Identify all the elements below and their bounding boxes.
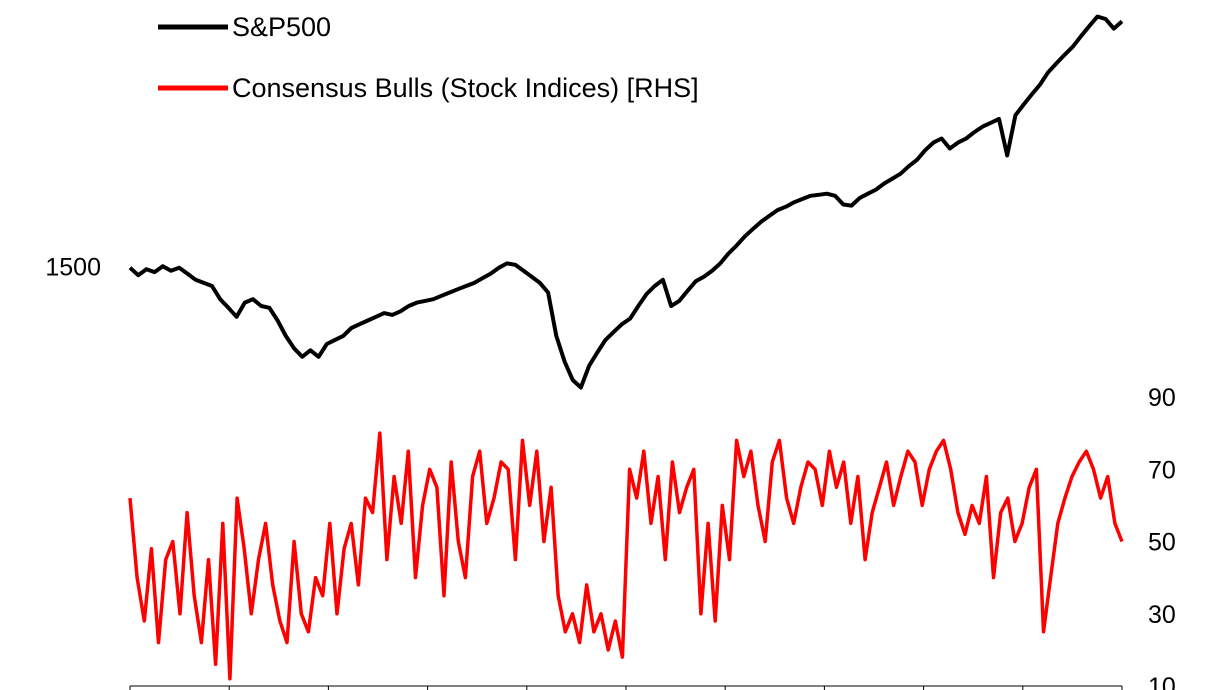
x-axis [129, 685, 1123, 690]
series-line-consensus-bulls [128, 431, 1124, 681]
right-tick-label: 90 [1148, 384, 1176, 412]
right-axis-ticks: 10 30 50 70 90 [1148, 384, 1176, 690]
series-layer [128, 14, 1124, 681]
right-tick-label: 50 [1148, 529, 1176, 557]
legend-label-sp500: S&P500 [232, 12, 331, 42]
right-tick-label: 10 [1148, 673, 1176, 690]
right-tick-label: 70 [1148, 456, 1176, 484]
series-line-sp500 [128, 14, 1124, 390]
legend: S&P500 Consensus Bulls (Stock Indices) [… [158, 12, 699, 103]
left-axis-ticks: 1500 [45, 254, 101, 282]
right-tick-label: 30 [1148, 601, 1176, 629]
left-tick-label: 1500 [45, 254, 101, 282]
legend-label-consensus-bulls: Consensus Bulls (Stock Indices) [RHS] [232, 73, 699, 103]
